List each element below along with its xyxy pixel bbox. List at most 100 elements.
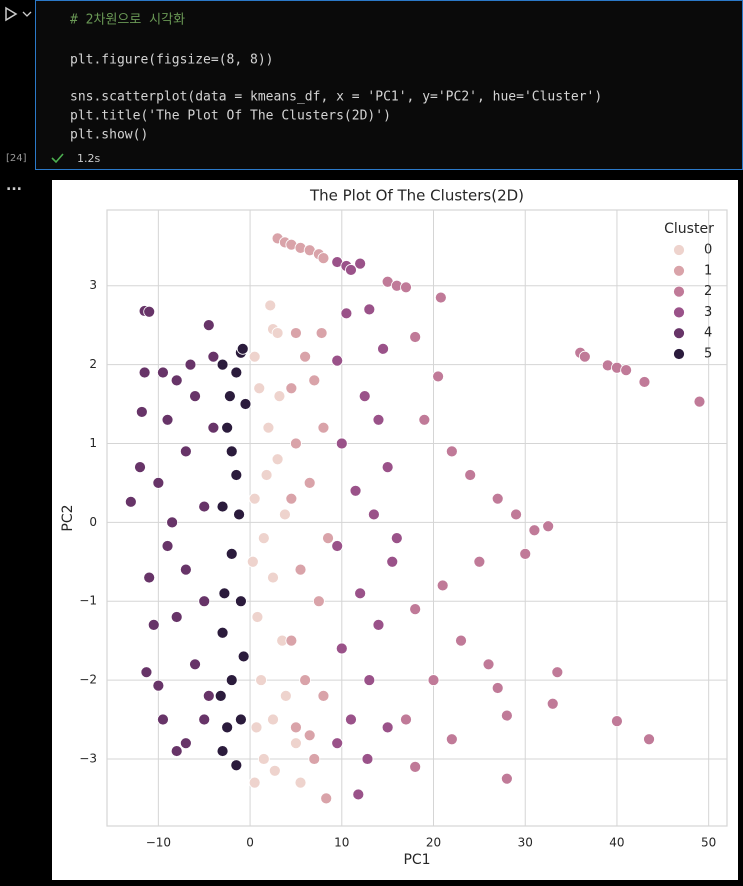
point bbox=[207, 350, 220, 363]
point bbox=[235, 595, 247, 608]
point bbox=[285, 634, 298, 647]
point bbox=[303, 477, 316, 489]
point bbox=[143, 305, 156, 318]
point bbox=[161, 540, 174, 552]
code-line: plt.figure(figsize=(8, 8)) bbox=[70, 53, 274, 68]
point bbox=[230, 469, 243, 481]
point bbox=[317, 421, 330, 434]
point bbox=[409, 760, 422, 773]
output-menu[interactable]: ... bbox=[6, 178, 22, 194]
y-tick-label: −2 bbox=[79, 673, 97, 687]
point bbox=[352, 788, 365, 801]
point bbox=[377, 342, 389, 355]
point bbox=[455, 634, 467, 647]
point bbox=[436, 579, 449, 592]
point bbox=[170, 611, 183, 623]
code-cell[interactable] bbox=[35, 0, 743, 170]
legend-title: Cluster bbox=[664, 221, 714, 237]
point bbox=[135, 406, 148, 418]
point bbox=[170, 745, 183, 757]
point bbox=[434, 291, 447, 304]
point bbox=[500, 772, 513, 785]
point bbox=[198, 713, 211, 726]
point bbox=[152, 679, 165, 692]
run-button[interactable] bbox=[5, 6, 18, 22]
point bbox=[134, 461, 146, 474]
point bbox=[230, 759, 243, 772]
point bbox=[230, 366, 243, 379]
point bbox=[285, 492, 298, 505]
point bbox=[198, 595, 211, 608]
point bbox=[223, 390, 236, 403]
point bbox=[216, 500, 229, 513]
point bbox=[207, 421, 220, 434]
point bbox=[189, 658, 201, 671]
point bbox=[418, 413, 431, 426]
execution-count: [24] bbox=[6, 153, 27, 164]
y-tick-label: 0 bbox=[89, 515, 97, 529]
point bbox=[491, 492, 504, 505]
point bbox=[299, 674, 312, 686]
point bbox=[253, 382, 266, 395]
x-tick-label: 40 bbox=[609, 836, 624, 850]
point bbox=[202, 689, 215, 702]
point bbox=[473, 555, 486, 568]
point bbox=[340, 307, 353, 320]
legend-marker bbox=[673, 244, 685, 256]
point bbox=[400, 281, 412, 294]
point bbox=[363, 674, 376, 686]
point bbox=[179, 737, 192, 750]
point bbox=[303, 729, 316, 742]
point bbox=[257, 532, 270, 545]
point bbox=[354, 587, 367, 600]
point bbox=[500, 709, 513, 722]
point bbox=[248, 492, 261, 505]
point bbox=[482, 658, 495, 671]
point bbox=[345, 713, 357, 726]
point bbox=[166, 516, 179, 529]
chart-title: The Plot Of The Clusters(2D) bbox=[309, 187, 524, 205]
point bbox=[267, 571, 279, 584]
point bbox=[285, 382, 298, 395]
legend-label: 4 bbox=[704, 326, 712, 341]
point bbox=[519, 547, 532, 560]
plot-frame bbox=[106, 209, 728, 827]
x-tick-label: 20 bbox=[426, 836, 441, 850]
point bbox=[225, 445, 238, 458]
point bbox=[409, 331, 422, 343]
point bbox=[361, 753, 374, 765]
point bbox=[546, 697, 559, 710]
point bbox=[510, 508, 522, 521]
y-tick-label: −1 bbox=[79, 594, 97, 608]
point bbox=[427, 674, 440, 686]
point bbox=[611, 715, 623, 727]
point bbox=[225, 547, 238, 560]
point bbox=[381, 461, 394, 474]
y-tick-label: 2 bbox=[89, 357, 97, 371]
point bbox=[294, 563, 307, 576]
point bbox=[264, 299, 277, 312]
y-tick-label: 1 bbox=[89, 436, 97, 450]
point bbox=[432, 370, 444, 383]
point bbox=[643, 733, 655, 746]
legend-label: 3 bbox=[704, 305, 712, 320]
point bbox=[255, 674, 267, 686]
point bbox=[381, 721, 394, 734]
point bbox=[279, 689, 292, 702]
point bbox=[251, 611, 264, 623]
point bbox=[271, 327, 284, 339]
point bbox=[216, 745, 229, 757]
point bbox=[143, 571, 156, 584]
point bbox=[445, 445, 458, 458]
point bbox=[290, 721, 302, 734]
point bbox=[189, 390, 201, 403]
run-menu[interactable] bbox=[22, 11, 32, 17]
point bbox=[138, 366, 151, 379]
x-tick-label: 50 bbox=[701, 836, 716, 850]
point bbox=[290, 327, 302, 339]
x-tick-label: 10 bbox=[334, 836, 349, 850]
point bbox=[239, 398, 252, 410]
exec-time: 1.2s bbox=[77, 152, 100, 165]
point bbox=[354, 257, 367, 270]
point bbox=[198, 500, 211, 513]
